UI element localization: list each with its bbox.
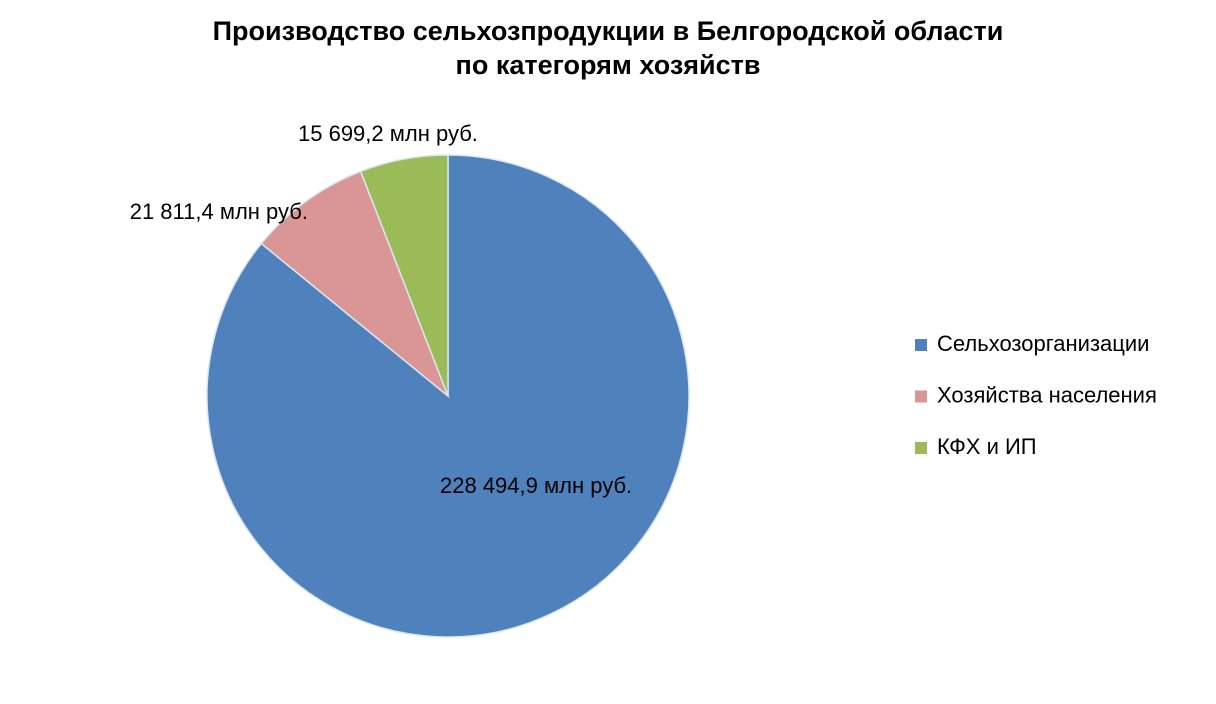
pie-slice xyxy=(260,170,450,399)
legend-label: Сельхозорганизации xyxy=(937,331,1149,356)
legend-swatch xyxy=(915,442,927,454)
pie-slice xyxy=(359,154,449,397)
legend-label: КФХ и ИП xyxy=(937,434,1037,459)
chart-title: Производство сельхозпродукции в Белгород… xyxy=(213,16,1004,46)
legend-swatch xyxy=(915,390,927,403)
data-label: 228 494,9 млн руб. xyxy=(440,473,632,498)
data-label: 21 811,4 млн руб. xyxy=(130,199,308,224)
legend-label: Хозяйства населения xyxy=(937,382,1157,407)
legend-swatch xyxy=(915,339,927,351)
chart-title: по категорям хозяйств xyxy=(456,50,761,80)
data-label: 15 699,2 млн руб. xyxy=(298,121,478,146)
